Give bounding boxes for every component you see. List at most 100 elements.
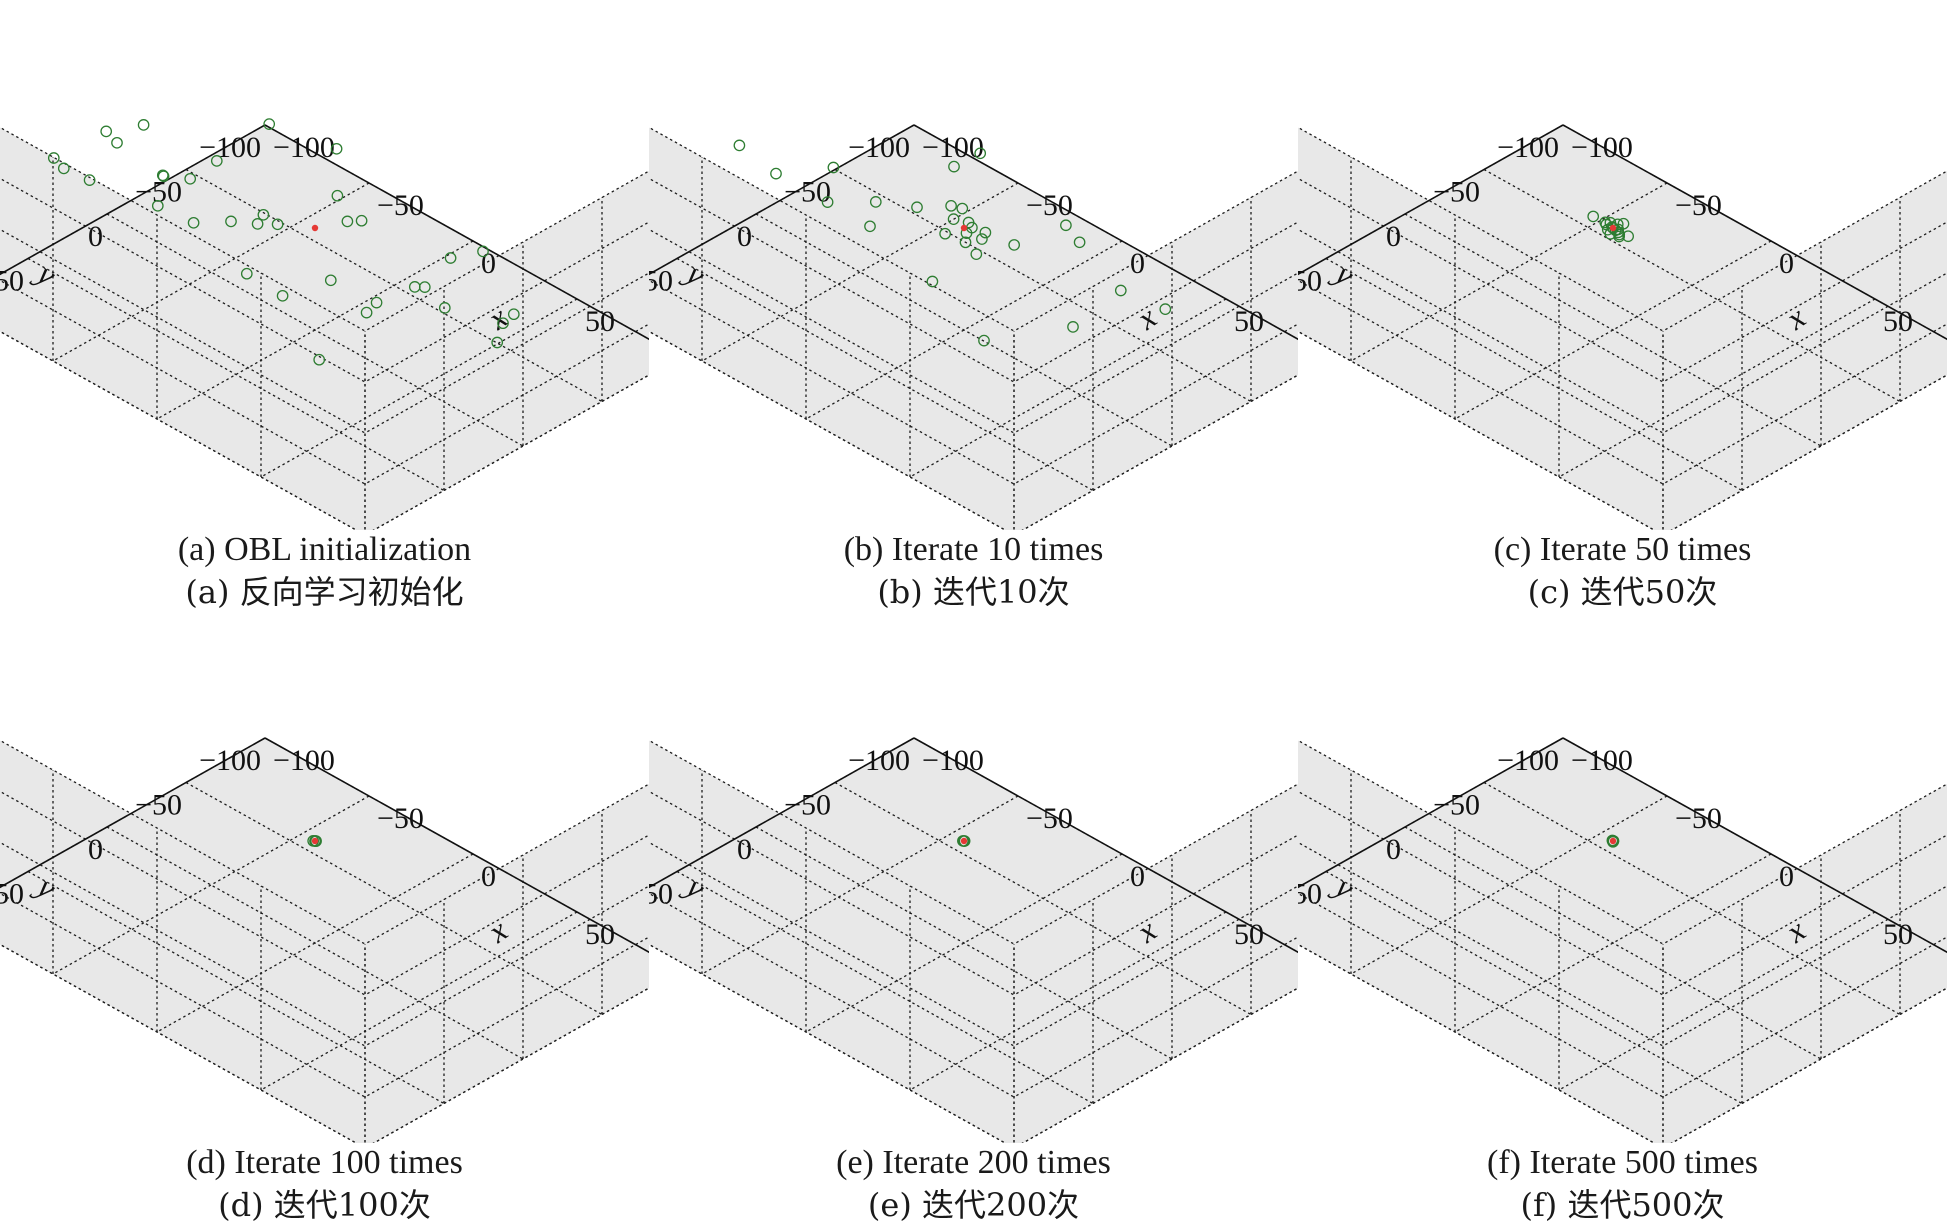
- population-point: [257, 208, 270, 221]
- population-point: [507, 308, 520, 321]
- y-tick-label: 0: [88, 220, 103, 253]
- grid-line: [0, 126, 366, 332]
- grid-line: [0, 177, 366, 383]
- y-tick-label: 50: [0, 265, 24, 298]
- x-axis-line: [264, 124, 649, 341]
- panel-d: −100−100−100−50−50−50000505050100100100z…: [0, 613, 649, 1226]
- y-axis-line: [0, 737, 266, 889]
- y-tick-label: 50: [0, 878, 24, 911]
- grid-line: [1298, 126, 1664, 332]
- x-tick-label: 0: [1130, 247, 1145, 280]
- grid-line: [1404, 213, 1822, 447]
- grid-line: [755, 826, 1173, 1060]
- population-point: [1008, 239, 1021, 251]
- population-point: [100, 125, 113, 138]
- floor-pane: [649, 738, 1298, 1143]
- caption-chinese: (c) 迭代50次: [1527, 573, 1718, 611]
- grid-line: [834, 781, 1252, 1016]
- y-axis-line: [649, 124, 915, 276]
- population-point: [1613, 230, 1626, 243]
- population-point: [945, 199, 957, 212]
- grid-line: [1298, 228, 1664, 434]
- grid-line: [0, 330, 358, 530]
- population-point: [444, 252, 457, 264]
- y-tick-label: 50: [1298, 878, 1322, 911]
- best-point: [311, 837, 319, 845]
- population-point: [970, 248, 983, 260]
- population-point: [276, 289, 289, 302]
- x-tick-label: 0: [1130, 860, 1145, 893]
- population-point: [111, 136, 123, 149]
- best-point: [1609, 837, 1617, 845]
- population-point: [864, 220, 876, 233]
- population-point: [341, 215, 354, 228]
- floor-pane: [649, 125, 1298, 530]
- y-tick-label: 50: [649, 265, 673, 298]
- y-axis-line: [649, 737, 915, 889]
- panel-a: −100−100−100−50−50−50000505050100100100z…: [0, 0, 649, 613]
- grid-line: [1483, 168, 1901, 403]
- population-point: [57, 162, 70, 175]
- y-tick-label: −100: [199, 744, 261, 777]
- population-point: [1617, 217, 1630, 230]
- y-tick-label: 50: [649, 878, 673, 911]
- plot-3d-f: −100−100−100−50−50−50000505050100100100z…: [1298, 737, 1947, 1143]
- grid-line: [649, 177, 1015, 383]
- y-tick-label: −50: [784, 176, 831, 209]
- x-tick-label: 0: [481, 860, 496, 893]
- population-point: [770, 167, 782, 180]
- x-axis-line: [264, 737, 649, 954]
- population-point: [926, 275, 939, 288]
- x-tick-label: 0: [1779, 247, 1794, 280]
- y-tick-label: −100: [1497, 744, 1559, 777]
- population-point: [251, 218, 264, 230]
- grid-line: [1325, 870, 1743, 1105]
- plot-3d-c: −100−100−100−50−50−50000505050100100100z…: [1298, 124, 1947, 530]
- grid-line: [185, 781, 603, 1016]
- plot-3d-b: −100−100−100−50−50−50000505050100100100z…: [649, 124, 1298, 530]
- grid-line: [106, 826, 524, 1060]
- x-axis-line: [1562, 124, 1947, 341]
- plot-3d-e: −100−100−100−50−50−50000505050100100100z…: [649, 737, 1298, 1143]
- grid-line: [676, 257, 1094, 492]
- grid-line: [1298, 330, 1656, 530]
- grid-line: [676, 870, 1094, 1105]
- y-tick-label: −100: [1497, 131, 1559, 164]
- population-point: [959, 236, 972, 249]
- x-tick-label: 50: [1883, 305, 1913, 338]
- population-point: [240, 267, 253, 280]
- panel-c: −100−100−100−50−50−50000505050100100100z…: [1298, 0, 1947, 613]
- y-tick-label: 0: [1386, 833, 1401, 866]
- caption-english: (f) Iterate 500 times: [1487, 1144, 1758, 1181]
- population-point: [947, 213, 960, 225]
- y-tick-label: −50: [135, 176, 182, 209]
- grid-line: [1298, 790, 1664, 996]
- x-tick-label: −50: [1675, 189, 1722, 222]
- x-axis-line: [913, 124, 1298, 341]
- population-point: [210, 155, 223, 167]
- population-point: [330, 142, 343, 155]
- x-tick-label: −50: [1026, 802, 1073, 835]
- grid-line: [185, 168, 603, 403]
- population-point: [157, 170, 170, 183]
- population-point: [1060, 219, 1072, 232]
- population-point: [1587, 210, 1600, 223]
- population-point: [408, 281, 421, 293]
- caption-english: (b) Iterate 10 times: [843, 531, 1104, 568]
- grid-line: [1483, 781, 1901, 1016]
- x-tick-label: −50: [377, 802, 424, 835]
- population-point: [869, 196, 882, 208]
- y-tick-label: −50: [784, 789, 831, 822]
- population-point: [83, 174, 96, 186]
- y-tick-label: −50: [1433, 176, 1480, 209]
- population-point: [733, 139, 746, 152]
- caption-english: (e) Iterate 200 times: [836, 1144, 1111, 1181]
- population-point: [1622, 230, 1634, 243]
- grid-line: [1298, 943, 1656, 1143]
- population-point: [360, 306, 373, 319]
- x-tick-label: 50: [585, 305, 615, 338]
- population-point: [309, 835, 322, 847]
- grid-line: [1298, 177, 1664, 383]
- floor-pane: [1298, 738, 1947, 1143]
